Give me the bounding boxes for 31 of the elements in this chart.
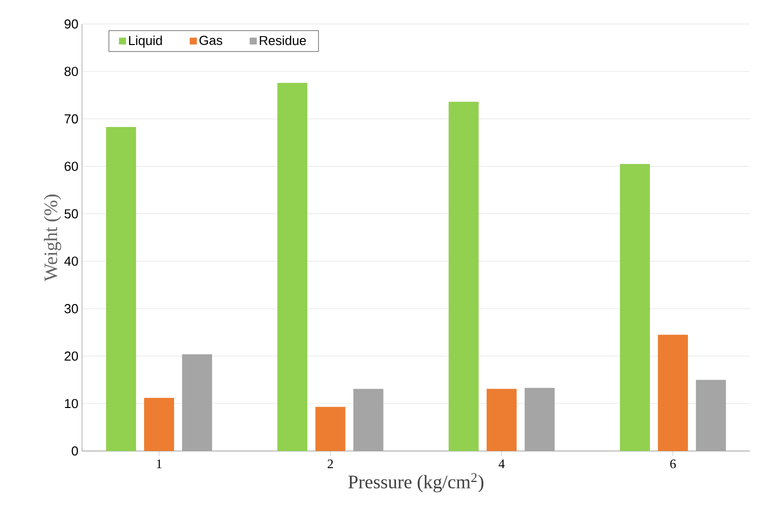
bar — [106, 126, 136, 451]
bar — [524, 388, 555, 451]
legend-label: Gas — [200, 36, 222, 45]
bar — [658, 334, 688, 451]
y-tick-label: 70 — [64, 114, 78, 124]
bar — [448, 102, 479, 451]
bar — [620, 164, 650, 451]
y-tick-label: 50 — [64, 209, 78, 218]
x-tick-label: 4 — [498, 460, 505, 468]
legend-label: Residue — [260, 36, 306, 46]
y-tick-label: 90 — [64, 19, 78, 29]
x-tick-label: 6 — [670, 460, 676, 468]
bar — [353, 388, 384, 451]
x-axis-title: Pressure (kg/cm$^{2}$) — [348, 473, 484, 492]
bar — [315, 406, 346, 451]
y-tick-label: 30 — [64, 304, 78, 314]
y-tick-label: 60 — [64, 162, 78, 171]
bar — [486, 388, 517, 451]
x-tick-label: 2 — [328, 460, 333, 468]
y-tick-label: 0 — [72, 446, 78, 456]
y-tick-label: 20 — [64, 352, 78, 361]
x-tick-label: 1 — [156, 460, 162, 468]
bar — [144, 398, 174, 451]
bar — [696, 380, 726, 451]
legend-label: Liquid — [129, 36, 162, 48]
bar — [182, 354, 212, 451]
y-tick-label: 80 — [64, 66, 78, 76]
bar — [277, 82, 308, 451]
y-axis-title: Weight (%) — [44, 194, 62, 282]
y-tick-label: 40 — [64, 256, 78, 266]
y-tick-label: 10 — [65, 398, 78, 408]
